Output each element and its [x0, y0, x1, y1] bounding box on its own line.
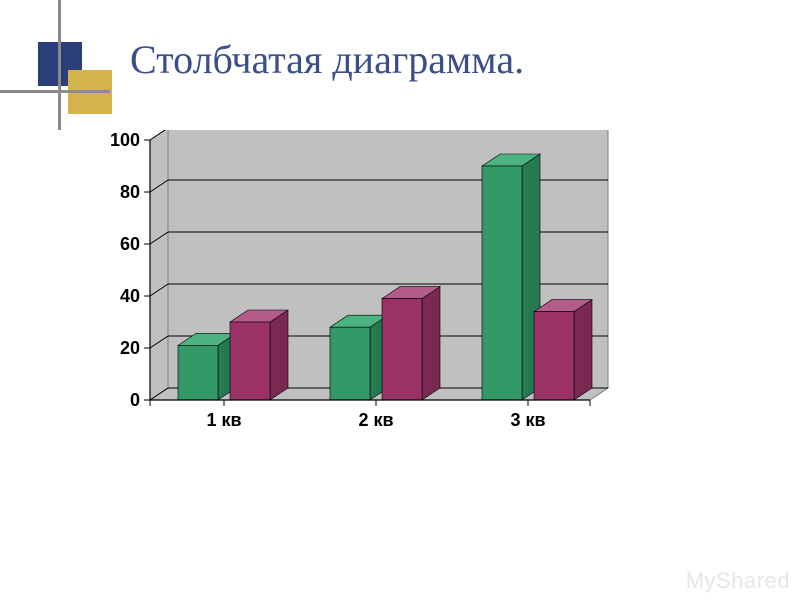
svg-text:60: 60: [120, 234, 140, 254]
svg-text:3 кв: 3 кв: [510, 410, 545, 430]
svg-text:20: 20: [120, 338, 140, 358]
bar-chart: 0 20 40 60 80 100 1 кв 2 кв 3 кв: [80, 130, 620, 460]
svg-text:0: 0: [130, 390, 140, 410]
svg-text:1 кв: 1 кв: [206, 410, 241, 430]
svg-text:100: 100: [110, 130, 140, 150]
watermark: MyShared: [686, 568, 790, 594]
slide-container: Столбчатая диаграмма. 0 20 40 60 80 100 1 кв 2 …: [0, 0, 800, 600]
deco-line-h: [0, 90, 110, 93]
deco-line-v: [58, 0, 61, 130]
svg-text:40: 40: [120, 286, 140, 306]
svg-text:2 кв: 2 кв: [358, 410, 393, 430]
svg-text:80: 80: [120, 182, 140, 202]
slide-title: Столбчатая диаграмма.: [130, 36, 524, 83]
